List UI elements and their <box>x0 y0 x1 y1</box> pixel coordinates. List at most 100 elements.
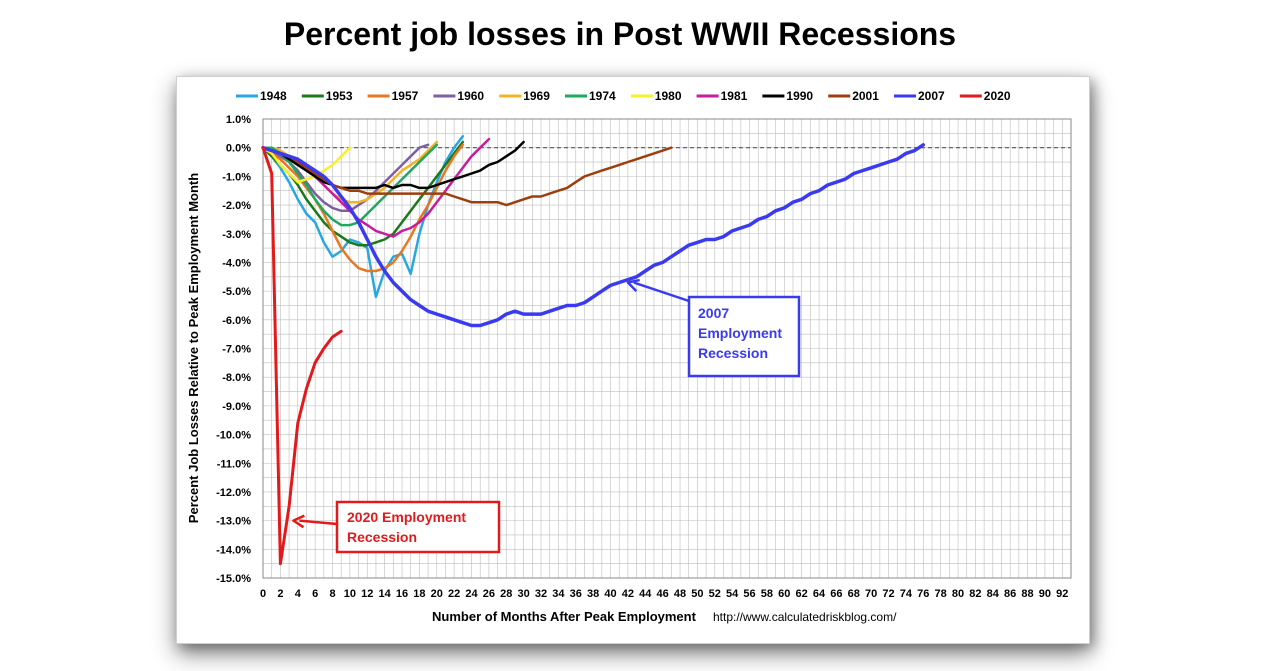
source-url: http://www.calculatedriskblog.com/ <box>713 610 897 624</box>
legend-label: 2007 <box>918 89 945 103</box>
y-tick-label: -1.0% <box>222 171 251 183</box>
y-tick-label: -3.0% <box>222 229 251 241</box>
callout-text: Recession <box>347 529 417 545</box>
y-tick-label: -10.0% <box>216 430 251 442</box>
series-line-2007 <box>261 143 926 328</box>
x-tick-label: 64 <box>813 588 826 600</box>
series-line-2020 <box>261 146 343 566</box>
x-axis-title: Number of Months After Peak Employment <box>432 609 697 624</box>
x-tick-label: 56 <box>743 588 755 600</box>
y-tick-label: -15.0% <box>216 573 251 585</box>
x-tick-label: 84 <box>987 588 1000 600</box>
callout-text: 2020 Employment <box>347 509 466 525</box>
x-tick-label: 38 <box>587 588 599 600</box>
x-tick-label: 70 <box>865 588 877 600</box>
arrow-head-icon <box>626 278 640 292</box>
x-tick-label: 16 <box>396 588 408 600</box>
legend-label: 1960 <box>457 89 484 103</box>
x-tick-label: 92 <box>1056 588 1068 600</box>
x-tick-label: 80 <box>952 588 964 600</box>
legend-item-1960: 1960 <box>433 89 484 103</box>
arrow-head-icon <box>292 514 305 529</box>
legend-item-2001: 2001 <box>828 89 879 103</box>
legend-label: 1980 <box>655 89 682 103</box>
y-tick-label: 1.0% <box>226 114 251 126</box>
x-tick-label: 74 <box>900 588 913 600</box>
legend-item-1953: 1953 <box>301 89 353 103</box>
x-tick-label: 4 <box>295 588 302 600</box>
legend-label: 1990 <box>786 89 813 103</box>
x-tick-label: 14 <box>379 588 392 600</box>
x-tick-label: 8 <box>329 588 335 600</box>
y-tick-label: -8.0% <box>222 372 251 384</box>
series-line-1974 <box>261 143 439 227</box>
y-tick-label: -12.0% <box>216 487 251 499</box>
x-tick-label: 90 <box>1039 588 1051 600</box>
callout-2007: 2007 Employment Recession <box>626 278 801 378</box>
x-tick-label: 32 <box>535 588 547 600</box>
x-tick-label: 34 <box>552 588 565 600</box>
x-tick-label: 44 <box>639 588 652 600</box>
series-line-1957 <box>261 143 465 273</box>
x-tick-label: 78 <box>935 588 947 600</box>
x-tick-label: 20 <box>431 588 443 600</box>
grid-lines <box>262 118 1072 579</box>
y-tick-label: -5.0% <box>222 286 251 298</box>
x-tick-label: 66 <box>830 588 842 600</box>
callout-box <box>687 295 801 378</box>
plot-border <box>262 118 1072 579</box>
legend-item-2007: 2007 <box>894 89 945 103</box>
axes: 1.0% 0.0% -1.0% -2.0% -3.0% -4.0% -5.0% -6.0% -7… <box>216 114 1072 600</box>
legend-label: 2020 <box>984 89 1011 103</box>
x-tick-label: 22 <box>448 588 460 600</box>
y-tick-label: -6.0% <box>222 315 251 327</box>
x-tick-label: 46 <box>657 588 669 600</box>
x-tick-label: 58 <box>761 588 773 600</box>
x-tick-label: 30 <box>518 588 530 600</box>
legend-label: 1948 <box>260 89 287 103</box>
x-tick-label: 24 <box>465 588 478 600</box>
x-tick-label: 60 <box>778 588 790 600</box>
x-tick-label: 68 <box>848 588 860 600</box>
legend-item-1981: 1981 <box>696 89 748 103</box>
legend-item-1990: 1990 <box>762 89 813 103</box>
series-line-1990 <box>261 140 525 190</box>
x-tick-label: 26 <box>483 588 495 600</box>
legend-item-1969: 1969 <box>499 89 550 103</box>
y-tick-label: -4.0% <box>222 257 251 269</box>
legend: 1948 1953 1957 1960 1969 1974 1980 1981 1990 2001… <box>236 89 1011 103</box>
x-tick-label: 12 <box>361 588 373 600</box>
x-tick-label: 50 <box>691 588 703 600</box>
legend-item-1948: 1948 <box>236 89 287 103</box>
y-tick-label: -13.0% <box>216 516 251 528</box>
legend-label: 1957 <box>392 89 419 103</box>
callout-box <box>335 500 501 554</box>
callout-arrow <box>299 519 338 526</box>
legend-item-2020: 2020 <box>959 89 1011 103</box>
series-lines <box>261 134 926 566</box>
callout-text: 2007 <box>698 305 729 321</box>
x-tick-label: 62 <box>796 588 808 600</box>
y-tick-label: -9.0% <box>222 401 251 413</box>
x-tick-label: 48 <box>674 588 686 600</box>
annotations: 2007 Employment Recession 2020 Employment Re… <box>292 278 801 554</box>
x-tick-label: 86 <box>1004 588 1016 600</box>
legend-label: 1969 <box>523 89 550 103</box>
x-tick-label: 76 <box>917 588 929 600</box>
y-tick-label: -14.0% <box>216 544 251 556</box>
x-tick-label: 18 <box>413 588 425 600</box>
callout-arrow <box>633 281 690 303</box>
legend-label: 2001 <box>852 89 879 103</box>
y-axis-title: Percent Job Losses Relative to Peak Empl… <box>186 173 201 523</box>
series-line-1980 <box>261 146 352 184</box>
legend-item-1980: 1980 <box>630 89 682 103</box>
x-tick-label: 2 <box>277 588 283 600</box>
legend-label: 1953 <box>326 89 353 103</box>
x-tick-label: 28 <box>500 588 512 600</box>
legend-item-1974: 1974 <box>565 89 616 103</box>
legend-label: 1981 <box>721 89 748 103</box>
x-tick-label: 0 <box>260 588 266 600</box>
series-line-1953 <box>261 140 465 247</box>
x-tick-label: 54 <box>726 588 739 600</box>
